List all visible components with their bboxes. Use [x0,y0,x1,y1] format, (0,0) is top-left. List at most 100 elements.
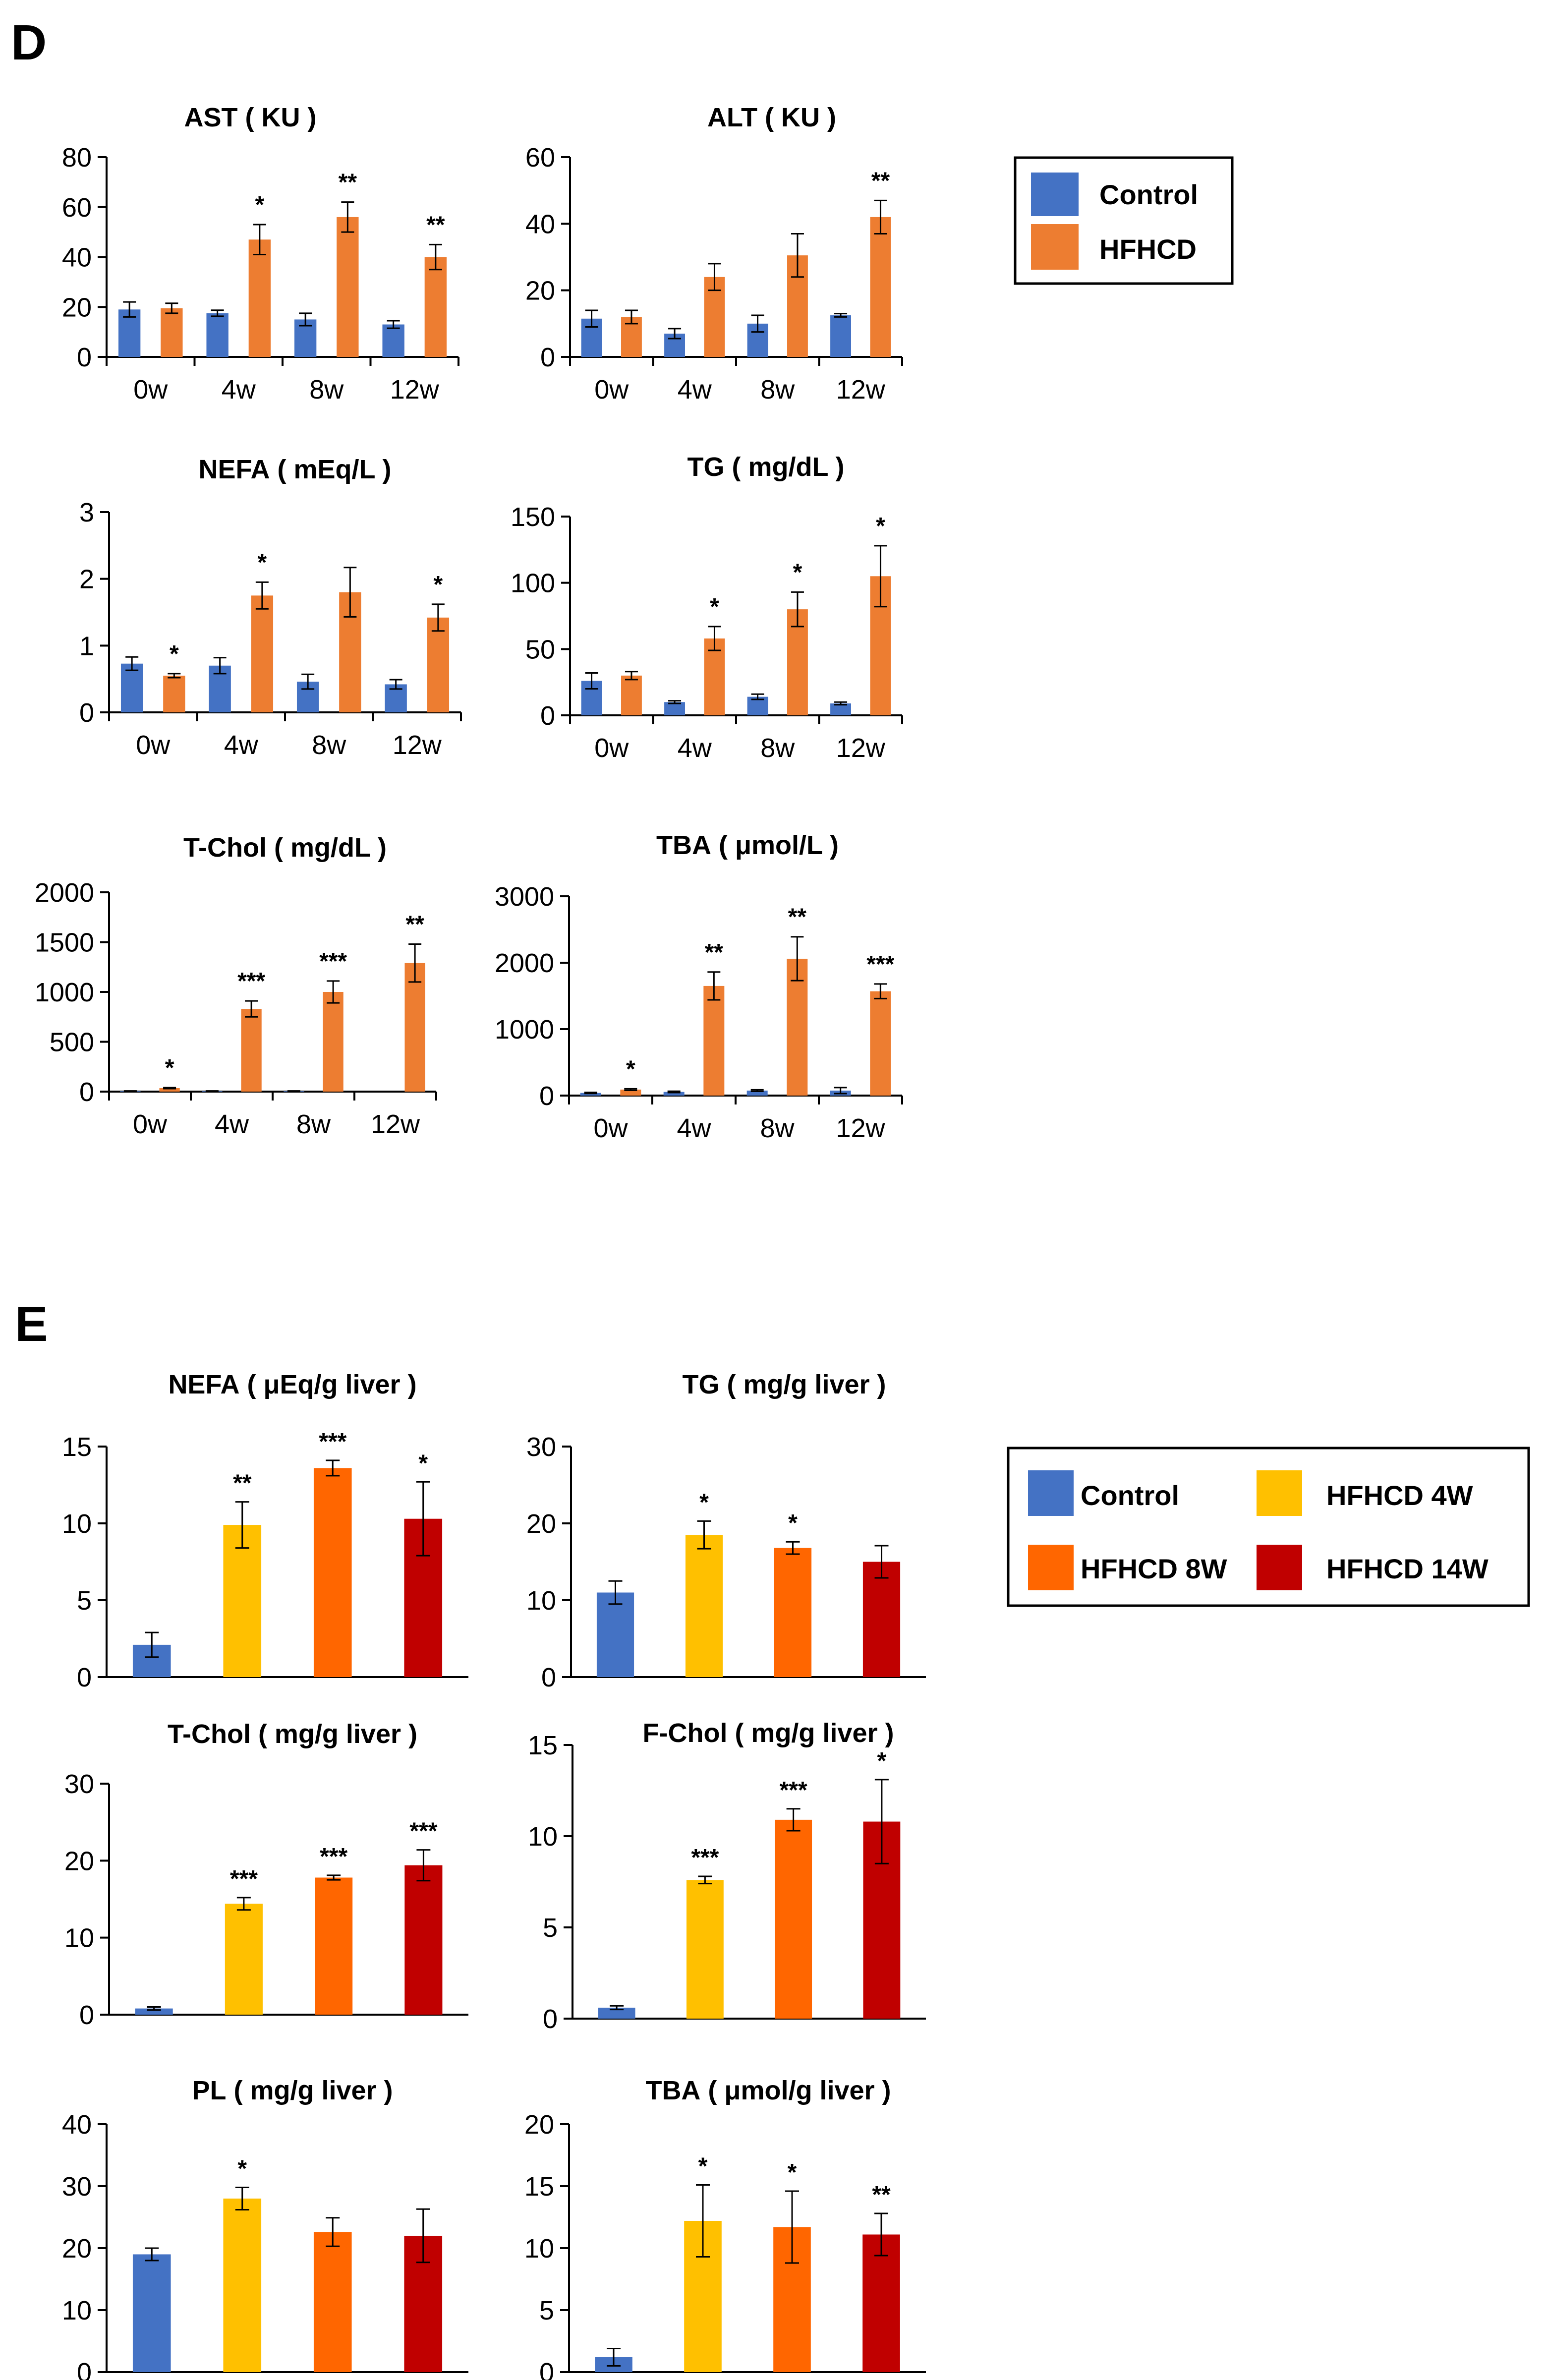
bar [830,315,851,357]
chart-title: NEFA ( mEq/L ) [198,455,391,484]
x-tick-label: 0w [133,375,168,405]
chart-title: TBA ( μmol/L ) [656,830,839,860]
legend-e: Control HFHCD 4W HFHCD 8W HFHCD 14W [1007,1447,1530,1607]
x-tick-label: 0w [594,733,629,763]
y-tick-label: 10 [64,1923,94,1953]
significance-label: ** [788,904,807,930]
bar [132,2254,171,2372]
x-tick-label: 12w [836,733,886,763]
y-tick-label: 30 [62,2172,92,2202]
y-tick-label: 20 [62,292,92,322]
bar [161,308,183,357]
bar [404,963,425,1092]
bar [313,2232,352,2372]
significance-label: *** [691,1845,719,1871]
bar [223,1525,262,1677]
x-tick-label: 12w [836,375,886,405]
significance-label: *** [320,1844,347,1870]
significance-label: ** [871,168,890,194]
legend-e-frame [1007,1447,1530,1607]
legend-d-label-hfhcd: HFHCD [1099,233,1197,265]
significance-label: * [788,2159,797,2186]
bar [862,2234,900,2372]
x-tick-label: 0w [133,1109,168,1139]
y-tick-label: 150 [511,502,555,532]
significance-label: * [258,549,267,576]
significance-label: *** [409,1818,437,1845]
bar [159,1088,180,1092]
significance-label: *** [230,1866,258,1892]
legend-e-label-control: Control [1081,1480,1179,1511]
x-tick-label: 4w [224,730,259,760]
y-tick-label: 2000 [495,948,554,978]
bar [135,2008,173,2015]
x-tick-label: 8w [309,375,344,405]
chart-title: F-Chol ( mg/g liver ) [643,1718,894,1748]
bar [382,324,404,357]
y-tick-label: 1000 [35,978,94,1007]
legend-e-label-hfhcd-14w: HFHCD 14W [1326,1553,1489,1584]
chart-4: TG ( mg/dL ) 0 50 100 150 0w 4w 8w 12w * * * [511,452,903,763]
bar [704,638,725,715]
bar [223,2199,262,2372]
chart-title: NEFA ( μEq/g liver ) [168,1370,416,1399]
y-tick-label: 30 [526,1432,556,1462]
x-tick-label: 8w [296,1109,331,1139]
x-tick-label: 8w [760,1113,795,1143]
bar [787,958,808,1096]
x-tick-label: 4w [678,375,712,405]
y-tick-label: 1500 [35,928,94,958]
bar [248,239,271,357]
significance-label: *** [319,1429,346,1455]
y-tick-label: 0 [79,2000,94,2030]
y-tick-label: 0 [77,1663,92,1692]
x-tick-label: 0w [136,730,171,760]
significance-label: ** [705,939,724,966]
bar [596,1592,634,1677]
y-tick-label: 5 [543,1913,558,1943]
y-tick-label: 10 [62,2296,92,2325]
x-tick-label: 4w [222,375,256,405]
x-tick-label: 8w [760,375,795,405]
bar [870,991,891,1096]
y-tick-label: 80 [62,143,92,173]
legend-e-swatch-hfhcd-4w [1257,1470,1302,1516]
bar [315,1877,353,2015]
y-tick-label: 3 [79,498,94,527]
chart-title: TBA ( μmol/g liver ) [645,2076,891,2105]
x-tick-label: 4w [677,1113,711,1143]
bar [313,1468,352,1677]
bar [664,702,685,715]
bar [206,313,229,357]
significance-label: ** [426,212,445,238]
y-tick-label: 100 [511,569,555,598]
x-tick-label: 0w [593,1113,628,1143]
x-tick-label: 0w [594,375,629,405]
bar [427,617,450,712]
y-tick-label: 10 [62,1509,92,1539]
legend-d: Control HFHCD [1014,156,1234,285]
significance-label: * [237,2156,247,2182]
y-tick-label: 1000 [495,1015,554,1045]
y-tick-label: 0 [541,1663,556,1692]
legend-e-swatch-hfhcd-14w [1257,1545,1302,1590]
bar [870,217,891,357]
x-tick-label: 12w [390,375,440,405]
y-tick-label: 5 [539,2296,554,2325]
legend-d-frame [1014,156,1234,285]
y-tick-label: 2000 [35,878,94,908]
y-tick-label: 3000 [495,882,554,912]
significance-label: * [165,1055,174,1081]
significance-label: * [876,513,885,539]
y-tick-label: 20 [526,1509,556,1539]
y-tick-label: 0 [77,343,92,372]
y-tick-label: 0 [539,2358,554,2380]
y-tick-label: 0 [77,2358,92,2380]
panel-letter-e: E [15,1296,48,1352]
y-tick-label: 60 [525,143,555,173]
bar [337,217,359,357]
significance-label: * [877,1748,887,1774]
